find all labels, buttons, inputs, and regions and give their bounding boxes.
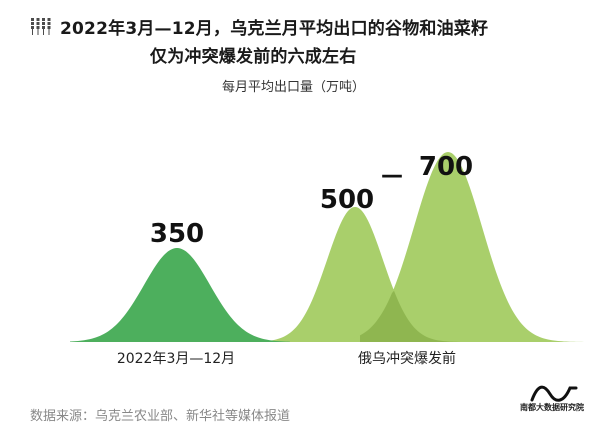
source-note: 数据来源：乌克兰农业部、新华社等媒体报道: [30, 409, 291, 424]
y-axis-label: 每月平均出口量（万吨）: [222, 80, 366, 95]
bell-350: [70, 248, 290, 342]
bell-500: [250, 206, 470, 342]
value-label-350: 350: [150, 219, 204, 249]
bell-700: [300, 152, 590, 342]
value-label-500: 500: [320, 185, 374, 215]
wheat-icon: [31, 18, 51, 35]
title-line-2: 仅为冲突爆发前的六成左右: [150, 47, 357, 67]
value-label-700: 700: [419, 152, 473, 182]
category-label-prewar: 俄乌冲突爆发前: [358, 350, 456, 367]
logo: 南都大数据研究院: [512, 380, 592, 420]
bell-overlap: [360, 290, 460, 342]
logo-text: 南都大数据研究院: [520, 403, 584, 412]
title-line-1: 2022年3月—12月，乌克兰月平均出口的谷物和油菜籽: [60, 19, 489, 39]
logo-mark-icon: [530, 385, 578, 402]
category-label-current: 2022年3月—12月: [117, 351, 235, 367]
range-dash: —: [381, 163, 403, 188]
